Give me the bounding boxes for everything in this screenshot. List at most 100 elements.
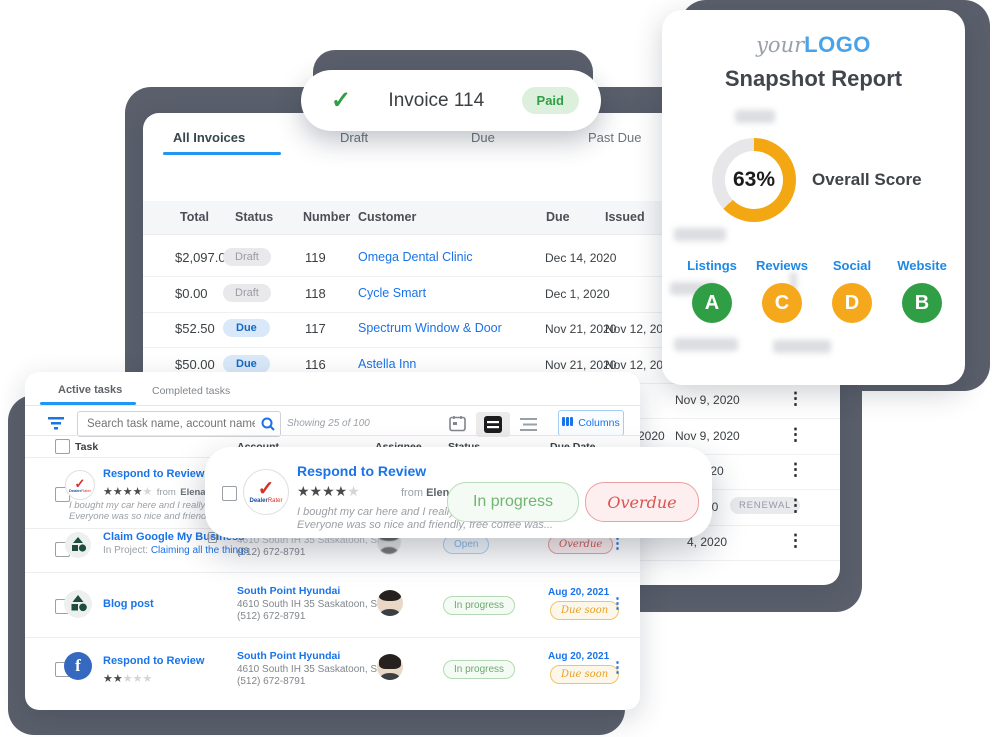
account-link[interactable]: South Point Hyundai [237,585,341,597]
snapshot-report-card: yourLOGO Snapshot Report 63% Overall Sco… [662,10,965,385]
customer-link[interactable]: Spectrum Window & Door [358,321,502,335]
copy-icon[interactable] [208,532,217,543]
score-value: 63% [732,168,776,191]
invoice-due-date: Dec 14, 2020 [545,251,617,265]
columns-button[interactable]: Columns [558,410,624,436]
col-total: Total [180,210,209,224]
account-address: 4610 South IH 35 Saskatoon, SK [237,664,384,675]
status-badge: Due [223,319,270,337]
listings-link[interactable]: Listings [687,258,737,273]
row-menu-icon[interactable]: ⋮ [610,659,625,676]
account-link[interactable]: South Point Hyundai [237,650,341,662]
search-input[interactable] [85,413,257,435]
tab-past-due[interactable]: Past Due [588,130,642,145]
due-date: Aug 20, 2021 [548,587,610,598]
customer-link[interactable]: Omega Dental Clinic [358,250,473,264]
reviews-link[interactable]: Reviews [755,258,809,273]
due-badge: Due soon [550,665,620,684]
col-number: Number [303,210,351,224]
invoice-number: 119 [305,250,326,265]
customer-link[interactable]: Astella Inn [358,356,417,371]
star-rating-empty: ★★★ [122,673,153,685]
search-icon[interactable] [261,417,275,431]
columns-icon [562,417,574,429]
task-title-link[interactable]: Respond to Review [103,655,205,667]
search-box [77,411,281,437]
row-checkbox[interactable] [222,486,237,501]
account-phone: (512) 672-8791 [237,676,306,687]
divider [25,435,640,436]
assignee-avatar [377,654,403,680]
tab-draft[interactable]: Draft [340,130,369,145]
row-menu-icon[interactable]: ⋮ [787,531,804,550]
logo-name-text: LOGO [804,32,871,57]
score-label: Overall Score [812,170,922,189]
row-menu-icon[interactable]: ⋮ [787,389,804,408]
assignee-avatar [377,590,403,616]
col-issued: Issued [605,210,645,224]
filter-icon[interactable] [47,415,65,431]
star-rating-empty: ★ [142,486,153,498]
tasks-card: Active tasks Completed tasks Showing 25 … [25,372,640,710]
invoice-pill-title: Invoice 114 [388,89,485,111]
invoice-status-pill: ✓ Invoice 114 Paid [301,70,601,131]
list-view-icon[interactable] [520,418,537,431]
table-view-toggle[interactable] [476,412,510,437]
tab-due[interactable]: Due [471,130,495,145]
review-excerpt: Everyone was so nice and friendly, free … [69,511,258,522]
project-label: In Project: [103,545,149,556]
calendar-view-icon[interactable] [449,415,466,432]
website-link[interactable]: Website [897,258,947,273]
row-menu-icon[interactable]: ⋮ [787,495,804,515]
facebook-icon: f [64,652,92,680]
review-excerpt: I bought my car here and I really like i… [69,500,233,511]
in-progress-button[interactable]: In progress [447,482,579,522]
task-title-link[interactable]: Blog post [103,598,154,610]
status-badge: In progress [443,596,516,615]
invoice-due-date: Dec 1, 2020 [545,286,610,301]
customer-link[interactable]: Cycle Smart [358,285,427,300]
invoice-total: $2,097.00 [175,250,233,265]
grade-badge: B [902,283,942,323]
tab-all-invoices[interactable]: All Invoices [173,130,246,145]
tab-active-tasks[interactable]: Active tasks [58,384,123,396]
blurred-text [674,338,738,351]
active-tab-underline [163,152,281,155]
blurred-menu [790,272,797,292]
social-link[interactable]: Social [832,258,872,273]
row-menu-icon[interactable]: ⋮ [787,424,804,444]
col-customer: Customer [358,210,417,224]
google-my-business-icon [64,590,92,618]
task-title-link[interactable]: Respond to Review [103,468,205,480]
results-count: Showing 25 of 100 [287,418,370,429]
tab-completed-tasks[interactable]: Completed tasks [152,385,231,397]
invoice-date: 2020 [638,428,665,443]
blurred-text [735,110,775,123]
status-badge: Draft [223,283,271,302]
overall-score-donut: 63% [712,138,796,222]
star-rating-filled: ★★★★ [103,486,143,498]
invoice-due-date: Nov 21, 2020 [545,322,617,336]
from-label: from [401,487,423,499]
star-rating-empty: ★ [347,483,360,499]
due-date: Aug 20, 2021 [548,651,610,662]
grade-reviews: Reviews C [742,258,822,323]
page-title: Snapshot Report [724,66,903,91]
row-menu-icon[interactable]: ⋮ [610,535,625,552]
row-menu-icon[interactable]: ⋮ [787,460,804,479]
status-badge: Open [443,535,490,554]
row-menu-icon[interactable]: ⋮ [610,595,625,612]
col-task: Task [75,441,99,453]
invoice-row: $0.00 Draft 118 Cycle Smart Dec 1, 2020 … [143,276,840,313]
project-link[interactable]: Claiming all the things [150,545,249,556]
select-all-checkbox[interactable] [55,439,70,454]
grade-badge: C [762,283,802,323]
grade-badge: D [832,283,872,323]
grade-social: Social D [812,258,892,323]
overdue-button[interactable]: Overdue [585,482,699,522]
active-tab-underline [40,402,136,405]
invoice-row: $52.50 Due 117 Spectrum Window & Door No… [143,311,840,348]
blurred-text [773,340,831,353]
task-title-link[interactable]: Respond to Review [297,463,427,479]
